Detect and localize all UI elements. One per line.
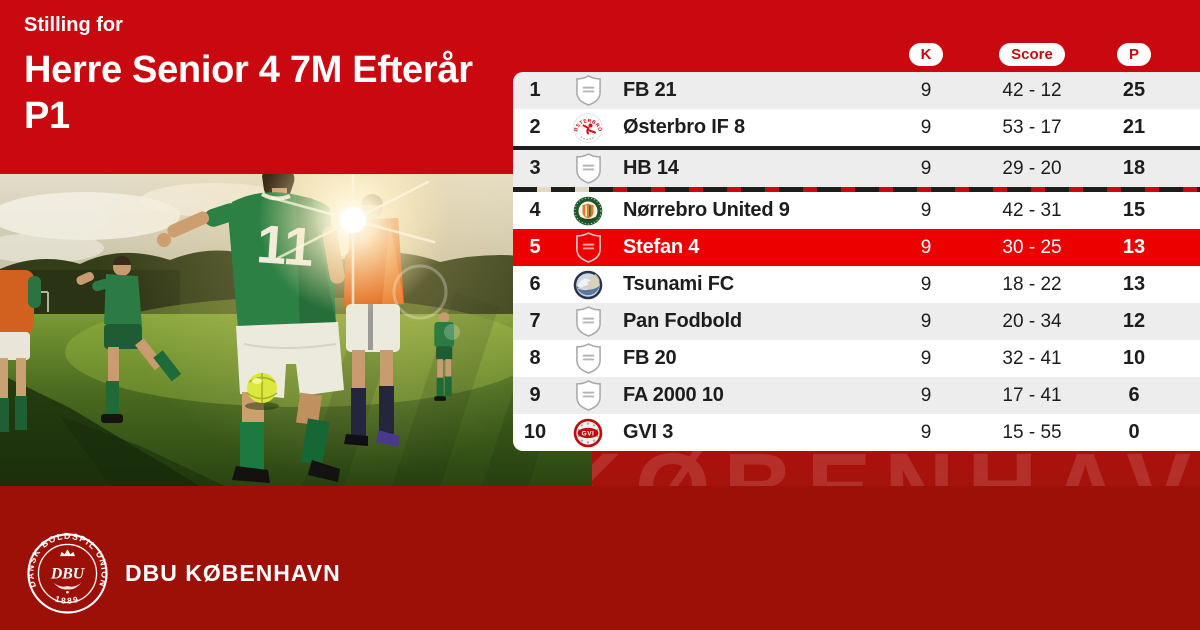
goal-score: 17 - 41 <box>1002 384 1062 406</box>
matches-played: 9 <box>920 116 932 138</box>
background-bottom <box>0 486 1200 630</box>
column-header-p: P <box>1116 43 1151 66</box>
matches-played: 9 <box>920 236 932 258</box>
page-title-line2: P1 <box>24 95 70 138</box>
matches-played: 9 <box>920 199 932 221</box>
matches-played: 9 <box>920 310 932 332</box>
goal-score: 30 - 25 <box>1002 236 1062 258</box>
sun-flare <box>258 174 460 340</box>
matches-played: 9 <box>920 157 932 179</box>
table-row: 4 Nørrebro United 9 9 42 - 31 15 <box>513 192 1200 229</box>
club-logo-placeholder-shield-icon <box>557 380 619 411</box>
goal-score: 32 - 41 <box>1002 347 1062 369</box>
qualification-line-dashed <box>513 187 1200 192</box>
footer: DANSK BOLDSPIL UNION 1889 DBU DBU KØBENH… <box>26 532 341 615</box>
matches-played: 9 <box>920 79 932 101</box>
points: 12 <box>1122 310 1146 332</box>
crest-monogram: DBU <box>50 565 86 582</box>
position: 6 <box>529 273 541 295</box>
position: 8 <box>529 347 541 369</box>
club-logo-placeholder-shield-icon <box>557 343 619 374</box>
table-row: 9 FA 2000 10 9 17 - 41 6 <box>513 377 1200 414</box>
svg-text:GVI: GVI <box>582 430 595 437</box>
points: 25 <box>1122 79 1146 101</box>
club-logo-placeholder-shield-icon <box>557 153 619 184</box>
position: 4 <box>529 199 541 221</box>
table-row: 10 GVI GVI 3 <box>513 414 1200 451</box>
match-photo-art: 11 <box>0 174 592 486</box>
team-name: Tsunami FC <box>623 273 734 295</box>
points: 13 <box>1122 273 1146 295</box>
matches-played: 9 <box>920 384 932 406</box>
page-title-line1: Herre Senior 4 7M Efterår <box>24 49 473 91</box>
football <box>245 373 279 410</box>
table-row: 3 HB 14 9 29 - 20 18 <box>513 150 1200 187</box>
table-header: K Score P <box>513 43 1200 72</box>
club-logo-placeholder-shield-icon <box>557 75 619 106</box>
table-row: 1 FB 21 9 42 - 12 25 <box>513 72 1200 109</box>
table-row-highlighted: 5 Stefan 4 9 30 - 25 13 <box>513 229 1200 266</box>
dbu-crest-logo: DANSK BOLDSPIL UNION 1889 DBU <box>26 532 108 614</box>
match-photo: 11 <box>0 174 592 486</box>
goal-score: 15 - 55 <box>1002 421 1062 443</box>
club-logo-placeholder-shield-icon <box>557 232 619 263</box>
position: 3 <box>529 157 541 179</box>
goal-score: 20 - 34 <box>1002 310 1062 332</box>
points: 15 <box>1122 199 1146 221</box>
eyebrow-label: Stilling for <box>24 14 123 36</box>
table-body: 1 FB 21 9 42 - 12 25 2 ØSTERBRO <box>513 72 1200 451</box>
goal-score: 42 - 31 <box>1002 199 1062 221</box>
position: 1 <box>529 79 541 101</box>
matches-played: 9 <box>920 347 932 369</box>
team-name: GVI 3 <box>623 421 674 443</box>
player-far-left <box>0 270 41 432</box>
goal-score: 18 - 22 <box>1002 273 1062 295</box>
team-name: HB 14 <box>623 157 679 179</box>
goal-score: 53 - 17 <box>1002 116 1062 138</box>
position: 2 <box>529 116 541 138</box>
goal-score: 29 - 20 <box>1002 157 1062 179</box>
promotion-line-solid <box>513 146 1200 150</box>
points: 0 <box>1128 421 1140 443</box>
position: 7 <box>529 310 541 332</box>
table-row: 8 FB 20 9 32 - 41 10 <box>513 340 1200 377</box>
page-title: Herre Senior 4 7M Efterår P1 <box>24 47 473 140</box>
norrebro-united-logo-icon <box>557 196 619 226</box>
points: 21 <box>1122 116 1146 138</box>
goal-score: 42 - 12 <box>1002 79 1062 101</box>
header: Stilling for Herre Senior 4 7M Efterår P… <box>24 14 473 140</box>
org-name: DBU KØBENHAVN <box>125 560 341 586</box>
player-right-distant <box>434 312 455 401</box>
team-name: Stefan 4 <box>623 236 700 258</box>
points: 18 <box>1122 157 1146 179</box>
matches-played: 9 <box>920 421 932 443</box>
position: 5 <box>529 236 541 258</box>
table-row: 6 Tsunami FC 9 18 - 22 13 <box>513 266 1200 303</box>
points: 13 <box>1122 236 1146 258</box>
points: 10 <box>1122 347 1146 369</box>
team-name: FB 20 <box>623 347 677 369</box>
player-left <box>76 256 182 423</box>
team-name: FA 2000 10 <box>623 384 724 406</box>
club-logo-placeholder-shield-icon <box>557 306 619 337</box>
team-name: Østerbro IF 8 <box>623 116 745 138</box>
table-row: 7 Pan Fodbold 9 20 - 34 12 <box>513 303 1200 340</box>
team-name: Pan Fodbold <box>623 310 742 332</box>
svg-text:1889: 1889 <box>54 593 81 605</box>
osterbro-logo-icon: ØSTERBRO <box>557 112 619 143</box>
position: 9 <box>529 384 541 406</box>
team-name: FB 21 <box>623 79 677 101</box>
points: 6 <box>1128 384 1140 406</box>
standings-table: K Score P 1 FB 21 9 42 - 12 25 2 <box>513 43 1200 451</box>
gvi-logo-icon: GVI <box>557 418 619 448</box>
column-header-k: K <box>908 43 944 66</box>
tsunami-fc-logo-icon <box>557 270 619 300</box>
column-header-score: Score <box>999 43 1065 66</box>
matches-played: 9 <box>920 273 932 295</box>
position: 10 <box>523 421 547 443</box>
team-name: Nørrebro United 9 <box>623 199 790 221</box>
table-row: 2 ØSTERBRO Øste <box>513 109 1200 146</box>
